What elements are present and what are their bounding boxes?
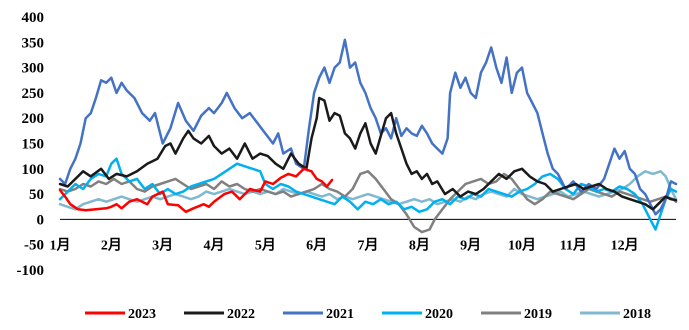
series-line-2019: [58, 170, 678, 234]
series-line-2023: [58, 167, 334, 214]
y-tick-label: 350: [22, 35, 45, 51]
legend-label-2020: 2020: [425, 307, 453, 322]
x-tick-label: 10月: [508, 238, 536, 254]
legend: 2023 2022 2021 2020 2019 2018: [85, 307, 651, 322]
x-tick-label: 1月: [50, 238, 71, 254]
y-tick-label: 200: [22, 111, 45, 127]
y-tick-label: -50: [24, 238, 44, 254]
legend-label-2019: 2019: [524, 307, 552, 322]
y-tick-label: 0: [37, 212, 45, 228]
y-tick-label: -100: [17, 263, 45, 279]
y-tick-label: 100: [22, 162, 45, 178]
x-tick-label: 7月: [358, 238, 379, 254]
y-tick-label: 300: [22, 61, 45, 77]
x-tick-label: 11月: [560, 238, 587, 254]
series-line-2021: [58, 38, 678, 216]
y-tick-label: 150: [22, 137, 45, 153]
y-tick-label: 50: [29, 187, 44, 203]
legend-label-2022: 2022: [227, 307, 255, 322]
series-lines: [58, 38, 678, 234]
x-axis-tick-labels: 1月 2月 3月 4月 5月 6月 7月 8月 9月 10月 11月 12月: [50, 238, 639, 254]
x-tick-label: 2月: [101, 238, 122, 254]
x-tick-label: 3月: [152, 238, 173, 254]
y-tick-label: 250: [22, 86, 45, 102]
x-tick-label: 6月: [306, 238, 327, 254]
y-tick-label: 400: [22, 10, 45, 26]
x-tick-label: 8月: [409, 238, 430, 254]
x-tick-label: 12月: [611, 238, 639, 254]
legend-label-2018: 2018: [623, 307, 651, 322]
y-axis-tick-labels: 400 350 300 250 200 150 100 50 0 -50 -100: [17, 10, 45, 279]
x-tick-label: 4月: [204, 238, 225, 254]
legend-label-2021: 2021: [326, 307, 354, 322]
legend-label-2023: 2023: [128, 307, 156, 322]
x-tick-label: 9月: [460, 238, 481, 254]
series-line-2022: [58, 96, 678, 211]
x-tick-label: 5月: [255, 238, 276, 254]
